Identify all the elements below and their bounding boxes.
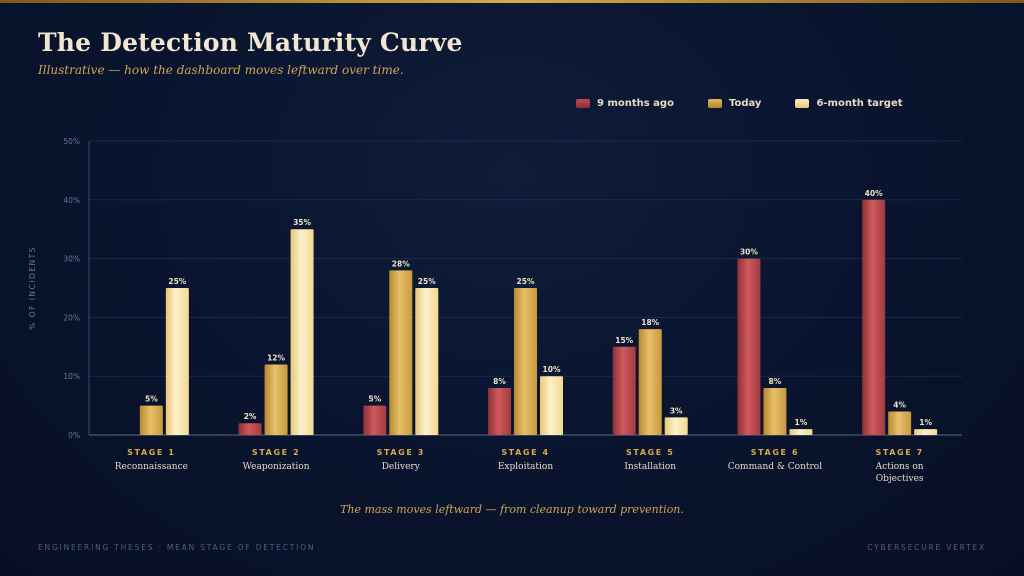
- bar-today-stage-2: [264, 364, 288, 435]
- legend-label-9-months-ago: 9 months ago: [597, 97, 674, 109]
- bar-today-stage-6: [763, 387, 787, 435]
- bar-value-label: 5%: [368, 395, 381, 404]
- bar-6-month-target-stage-3: [415, 288, 439, 435]
- x-tick-stage-label: STAGE 5: [626, 448, 674, 457]
- bar-today-stage-7: [888, 411, 912, 435]
- bar-value-label: 4%: [893, 400, 906, 409]
- legend-item-today[interactable]: Today: [707, 97, 762, 109]
- bar-value-label: 3%: [670, 406, 683, 415]
- legend-swatch-9-months-ago: [576, 98, 590, 108]
- y-tick-label: 0%: [68, 431, 80, 440]
- bar-value-label: 15%: [615, 336, 633, 345]
- legend-item-9-months-ago[interactable]: 9 months ago: [576, 98, 674, 109]
- bar-today-stage-5: [638, 329, 662, 435]
- bar-value-label: 8%: [769, 377, 782, 386]
- x-tick-category-label: Reconnaissance: [115, 462, 188, 472]
- bar-value-label: 2%: [244, 412, 257, 421]
- bar-9-months-ago-stage-6: [737, 258, 761, 435]
- y-tick-label: 40%: [63, 196, 80, 205]
- page-title: The Detection Maturity Curve: [38, 28, 463, 57]
- x-tick-stage-label: STAGE 7: [875, 448, 923, 457]
- chart-legend: 9 months ago Today 6-month target: [576, 96, 903, 110]
- bar-9-months-ago-stage-5: [612, 346, 636, 435]
- bar-value-label: 28%: [392, 259, 410, 268]
- legend-item-6-month-target[interactable]: 6-month target: [795, 97, 903, 109]
- bar-value-label: 30%: [740, 248, 758, 257]
- bar-value-label: 35%: [293, 218, 311, 227]
- bar-9-months-ago-stage-2: [238, 423, 262, 435]
- bar-today-stage-4: [514, 288, 537, 435]
- y-tick-label: 30%: [63, 255, 80, 264]
- bar-value-label: 1%: [795, 418, 808, 427]
- x-tick-stage-label: STAGE 6: [751, 448, 799, 457]
- legend-swatch-today: [707, 98, 722, 108]
- footer-right-text: CYBERSECURE VERTEX: [867, 543, 986, 552]
- footer-left-text: ENGINEERING THESES · MEAN STAGE OF DETEC…: [38, 543, 316, 552]
- y-tick-label: 50%: [63, 137, 80, 146]
- bar-value-label: 18%: [641, 318, 659, 327]
- bar-value-label: 8%: [493, 377, 506, 386]
- y-axis-title: % OF INCIDENTS: [28, 246, 37, 330]
- bar-value-label: 25%: [517, 277, 535, 286]
- x-tick-category-label: Delivery: [382, 462, 421, 472]
- page-subtitle: Illustrative — how the dashboard moves l…: [38, 63, 404, 77]
- bar-9-months-ago-stage-3: [363, 405, 387, 435]
- x-tick-category-label: Exploitation: [498, 462, 553, 472]
- x-tick-category-label: Weaponization: [243, 462, 310, 472]
- legend-swatch-6-month-target: [795, 98, 810, 108]
- bar-today-stage-1: [139, 405, 163, 435]
- bar-6-month-target-stage-6: [789, 429, 813, 435]
- bar-value-label: 12%: [267, 353, 285, 362]
- x-tick-stage-label: STAGE 4: [501, 448, 549, 457]
- y-tick-label: 10%: [63, 372, 80, 381]
- bar-9-months-ago-stage-7: [862, 199, 886, 435]
- chart-footnote: The mass moves leftward — from cleanup t…: [340, 503, 684, 516]
- bar-value-label: 25%: [168, 277, 186, 286]
- bar-6-month-target-stage-7: [914, 429, 938, 435]
- bar-6-month-target-stage-5: [664, 417, 688, 435]
- bar-6-month-target-stage-1: [165, 288, 189, 435]
- bar-value-label: 40%: [865, 189, 883, 198]
- bar-today-stage-3: [389, 270, 413, 435]
- legend-label-6-month-target: 6-month target: [816, 97, 903, 109]
- x-tick-stage-label: STAGE 1: [127, 448, 175, 457]
- x-tick-stage-label: STAGE 2: [252, 448, 300, 457]
- x-tick-category-label: Installation: [624, 462, 676, 472]
- x-tick-stage-label: STAGE 3: [377, 448, 425, 457]
- legend-label-today: Today: [728, 97, 762, 109]
- bar-6-month-target-stage-2: [290, 229, 314, 435]
- bar-6-month-target-stage-4: [540, 376, 563, 435]
- x-tick-category-label: Actions on Objectives: [875, 462, 924, 484]
- bar-value-label: 10%: [543, 365, 561, 374]
- bar-value-label: 25%: [418, 277, 436, 286]
- bar-value-label: 5%: [145, 395, 158, 404]
- bar-value-label: 1%: [919, 418, 932, 427]
- top-accent-bar: [0, 0, 1024, 3]
- x-tick-category-label: Command & Control: [728, 462, 822, 472]
- bar-9-months-ago-stage-4: [488, 387, 511, 435]
- y-tick-label: 20%: [63, 313, 80, 322]
